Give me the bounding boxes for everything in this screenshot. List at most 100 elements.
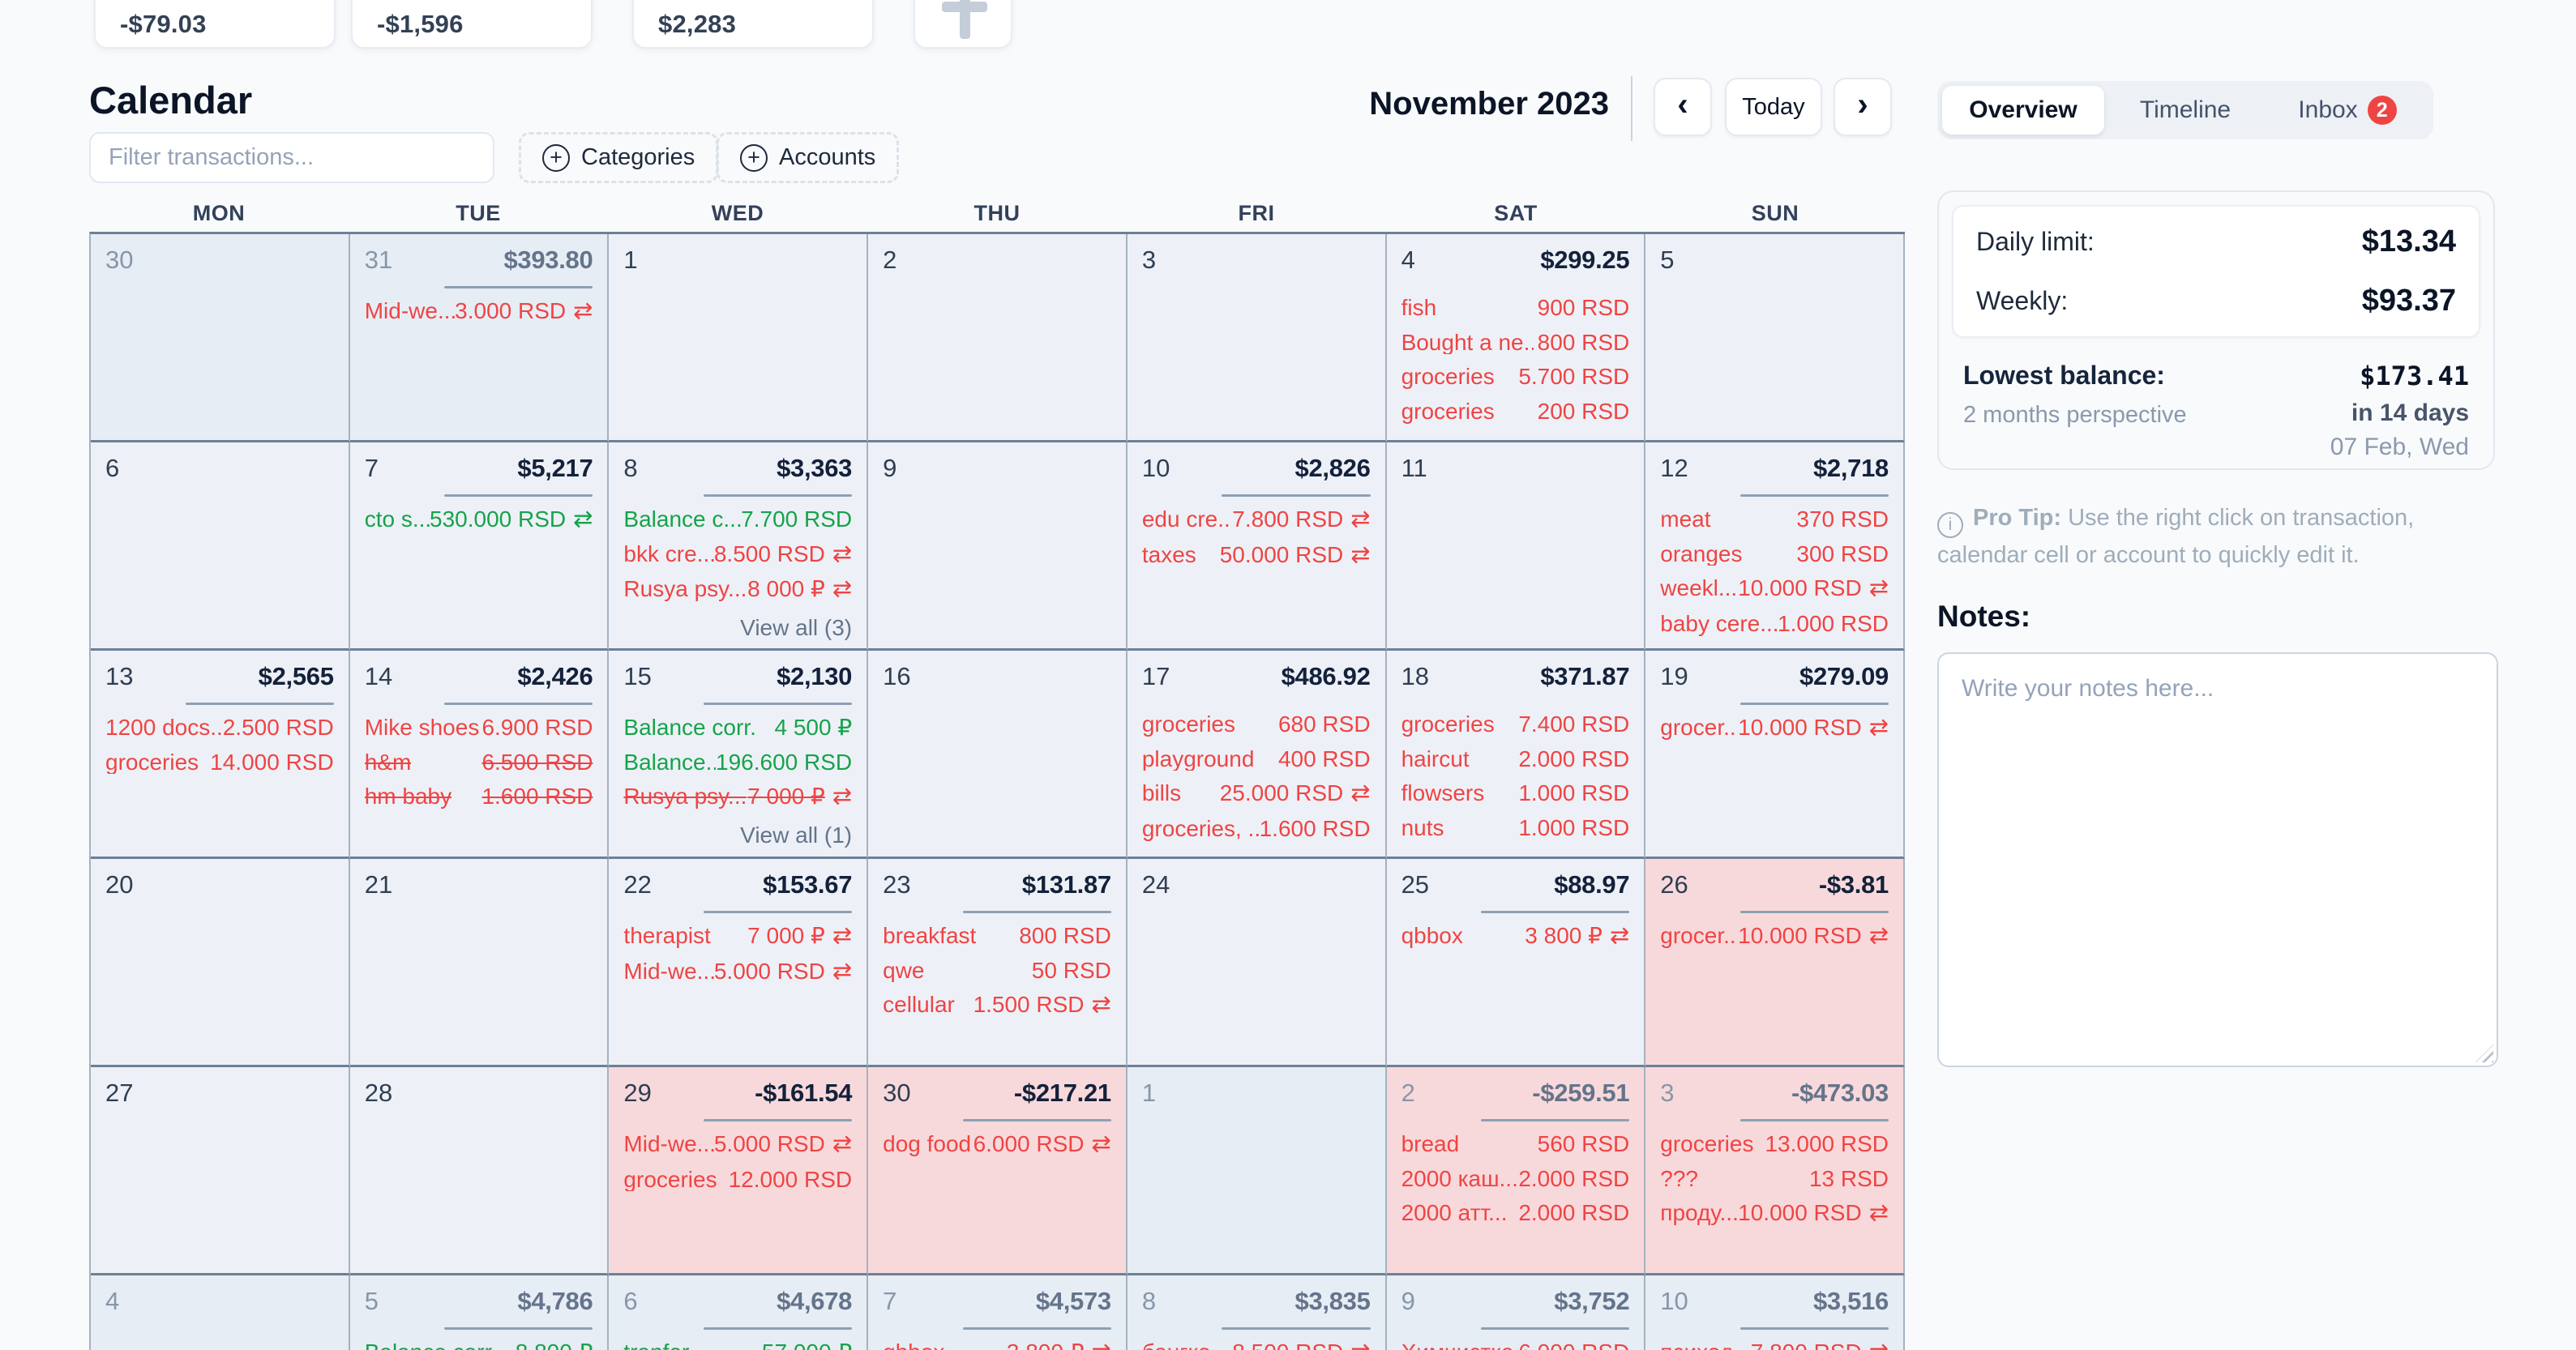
calendar-day-cell[interactable]: 18 $371.87 groceries 7.400 RSD haircut 2.000 … [1386, 651, 1646, 859]
transaction-row[interactable]: qbbox 3 800 ₽⇄ [883, 1340, 1111, 1350]
calendar-day-cell[interactable]: 2 -$259.51 bread 560 RSD 2000 каш... 2.000 RS… [1386, 1067, 1646, 1275]
view-all-link[interactable]: View all (1) [740, 822, 853, 848]
calendar-day-cell[interactable]: 9 [868, 442, 1128, 651]
add-categories-button[interactable]: + Categories [519, 132, 719, 183]
transaction-row[interactable]: bkk cre... 8.500 RSD ⇄ [623, 541, 852, 567]
view-all-link[interactable]: View all (2) [1401, 437, 1629, 440]
transaction-row[interactable]: baby cere... 1.000 RSD [1660, 612, 1889, 636]
calendar-day-cell[interactable]: 24 [1127, 859, 1387, 1067]
transaction-row[interactable]: weekl... 10.000 RSD ⇄ [1660, 576, 1889, 601]
calendar-day-cell[interactable]: 17 $486.92 groceries 680 RSD playground 400 R… [1127, 651, 1387, 859]
account-balance-card[interactable]: -$1,596 [351, 0, 593, 49]
calendar-day-cell[interactable]: 7 $4,573 qbbox 3 800 ₽⇄ [868, 1275, 1128, 1350]
next-month-button[interactable]: › [1834, 78, 1892, 136]
transaction-row[interactable]: groceries 14.000 RSD [105, 750, 334, 775]
tab-overview[interactable]: Overview [1942, 86, 2104, 135]
transaction-row[interactable]: grocer... 10.000 RSD ⇄ [1660, 924, 1889, 949]
transaction-row[interactable]: 2000 каш... 2.000 RSD [1401, 1166, 1630, 1191]
transaction-row[interactable]: groceries, ... 1.600 RSD [1142, 817, 1371, 841]
add-account-card[interactable] [914, 0, 1012, 49]
calendar-day-cell[interactable]: 3 -$473.03 groceries 13.000 RSD??? 13 RSD про… [1645, 1067, 1905, 1275]
calendar-day-cell[interactable]: 30 [91, 234, 350, 442]
calendar-day-cell[interactable]: 14 $2,426 Mike shoes 6.900 RSD h&m 6.500 RSD h… [349, 651, 610, 859]
transaction-row[interactable]: 2000 атт... 2.000 RSD [1401, 1201, 1630, 1225]
transaction-row[interactable]: grocer... 10.000 RSD ⇄ [1660, 716, 1889, 741]
calendar-day-cell[interactable]: 15 $2,130 Balance corr... 4 500 ₽ Balance...… [609, 651, 869, 859]
transaction-row[interactable]: Mid-we... 5.000 RSD ⇄ [623, 959, 852, 985]
transaction-row[interactable]: meat 370 RSD [1660, 507, 1889, 532]
transaction-row[interactable]: психод...7.800 RSD⇄ [1660, 1340, 1889, 1350]
calendar-day-cell[interactable]: 30 -$217.21 dog food 6.000 RSD ⇄ [868, 1067, 1128, 1275]
tab-timeline[interactable]: Timeline [2139, 96, 2232, 123]
transaction-row[interactable]: ??? 13 RSD [1660, 1166, 1889, 1191]
calendar-day-cell[interactable]: 1 [1127, 1067, 1387, 1275]
transaction-row[interactable]: Химчистка 6.000 RSD [1401, 1340, 1630, 1350]
transaction-row[interactable]: haircut 2.000 RSD [1401, 746, 1630, 771]
calendar-day-cell[interactable]: 10 $2,826 edu cre... 7.800 RSD ⇄ taxes 50.000 … [1127, 442, 1387, 651]
transaction-row[interactable]: hm baby 1.600 RSD [365, 784, 593, 809]
transaction-row[interactable]: groceries 12.000 RSD [623, 1167, 852, 1192]
account-balance-card[interactable]: -$79.03 [94, 0, 336, 49]
prev-month-button[interactable]: ‹ [1654, 78, 1712, 136]
transaction-row[interactable]: Balance c... 7.700 RSD [623, 507, 852, 532]
calendar-day-cell[interactable]: 31 $393.80 Mid-we... 3.000 RSD ⇄ [349, 234, 610, 442]
transaction-row[interactable]: Mid-we... 3.000 RSD ⇄ [365, 299, 593, 324]
view-all-link[interactable]: View all (1) [1401, 853, 1629, 857]
transaction-row[interactable]: groceries 5.700 RSD [1401, 365, 1630, 389]
transaction-row[interactable]: edu cre... 7.800 RSD ⇄ [1142, 507, 1371, 532]
calendar-day-cell[interactable]: 27 [91, 1067, 350, 1275]
transaction-row[interactable]: oranges 300 RSD [1660, 541, 1889, 566]
calendar-day-cell[interactable]: 5 [1645, 234, 1905, 442]
calendar-day-cell[interactable]: 9 $3,752 Химчистка 6.000 RSD [1386, 1275, 1646, 1350]
calendar-day-cell[interactable]: 4 [91, 1275, 350, 1350]
transaction-row[interactable]: bills 25.000 RSD ⇄ [1142, 781, 1371, 806]
transaction-row[interactable]: cellular 1.500 RSD ⇄ [883, 993, 1111, 1018]
calendar-day-cell[interactable]: 28 [349, 1067, 610, 1275]
calendar-day-cell[interactable]: 1 [609, 234, 869, 442]
transaction-row[interactable]: Rusya psy... 7 000 ₽ ⇄ [623, 784, 852, 810]
calendar-day-cell[interactable]: 4 $299.25 fish 900 RSD Bought a ne... 800 RSD… [1386, 234, 1646, 442]
calendar-day-cell[interactable]: 11 [1386, 442, 1646, 651]
calendar-day-cell[interactable]: 21 [349, 859, 610, 1067]
transaction-row[interactable]: tranfer 57 000 ₽ [623, 1340, 852, 1350]
calendar-day-cell[interactable]: 3 [1127, 234, 1387, 442]
transaction-row[interactable]: therapist 7 000 ₽ ⇄ [623, 924, 852, 949]
add-accounts-button[interactable]: + Accounts [717, 132, 900, 183]
calendar-day-cell[interactable]: 29 -$161.54 Mid-we... 5.000 RSD ⇄ groceries 12… [609, 1067, 869, 1275]
transaction-row[interactable]: 1200 docs... 2.500 RSD [105, 716, 334, 740]
calendar-day-cell[interactable]: 26 -$3.81 grocer... 10.000 RSD ⇄ [1645, 859, 1905, 1067]
transaction-row[interactable]: Mid-we... 5.000 RSD ⇄ [623, 1132, 852, 1157]
transaction-row[interactable]: Balance... 196.600 RSD [623, 750, 852, 775]
notes-textarea[interactable] [1937, 652, 2498, 1067]
calendar-day-cell[interactable]: 16 [868, 651, 1128, 859]
transaction-row[interactable]: Balance corr... 4 500 ₽ [623, 716, 852, 740]
transaction-row[interactable]: breakfast 800 RSD [883, 924, 1111, 948]
filter-transactions-input[interactable] [89, 132, 494, 183]
transaction-row[interactable]: flowsers 1.000 RSD [1401, 781, 1630, 805]
calendar-day-cell[interactable]: 8 $3,835 бангко...8.500 RSD⇄ [1127, 1275, 1387, 1350]
calendar-day-cell[interactable]: 19 $279.09 grocer... 10.000 RSD ⇄ [1645, 651, 1905, 859]
transaction-row[interactable]: Rusya psy... 8 000 ₽ ⇄ [623, 577, 852, 602]
calendar-day-cell[interactable]: 2 [868, 234, 1128, 442]
calendar-day-cell[interactable]: 10 $3,516 психод...7.800 RSD⇄ [1645, 1275, 1905, 1350]
calendar-day-cell[interactable]: 13 $2,565 1200 docs... 2.500 RSD groceries 14… [91, 651, 350, 859]
transaction-row[interactable]: Balance corr... 8 800 ₽ [365, 1340, 593, 1350]
calendar-day-cell[interactable]: 25 $88.97 qbbox 3 800 ₽ ⇄ [1386, 859, 1646, 1067]
transaction-row[interactable]: groceries 200 RSD [1401, 399, 1630, 424]
transaction-row[interactable]: бангко...8.500 RSD⇄ [1142, 1340, 1371, 1350]
tab-inbox[interactable]: Inbox 2 [2266, 86, 2428, 135]
calendar-day-cell[interactable]: 12 $2,718 meat 370 RSD oranges 300 RSD weekl..… [1645, 442, 1905, 651]
today-button[interactable]: Today [1725, 78, 1822, 136]
transaction-row[interactable]: nuts 1.000 RSD [1401, 816, 1630, 840]
view-all-link[interactable]: View all (2) [1142, 854, 1371, 857]
transaction-row[interactable]: fish 900 RSD [1401, 296, 1630, 320]
transaction-row[interactable]: qwe 50 RSD [883, 958, 1111, 983]
transaction-row[interactable]: playground 400 RSD [1142, 746, 1371, 771]
transaction-row[interactable]: groceries 13.000 RSD [1660, 1132, 1889, 1156]
calendar-day-cell[interactable]: 6 [91, 442, 350, 651]
transaction-row[interactable]: qbbox 3 800 ₽⇄ [1401, 924, 1630, 949]
account-balance-card[interactable]: $2,283 [632, 0, 874, 49]
transaction-row[interactable]: h&m 6.500 RSD [365, 750, 593, 775]
transaction-row[interactable]: taxes 50.000 RSD ⇄ [1142, 542, 1371, 568]
transaction-row[interactable]: Bought a ne... 800 RSD [1401, 330, 1630, 355]
